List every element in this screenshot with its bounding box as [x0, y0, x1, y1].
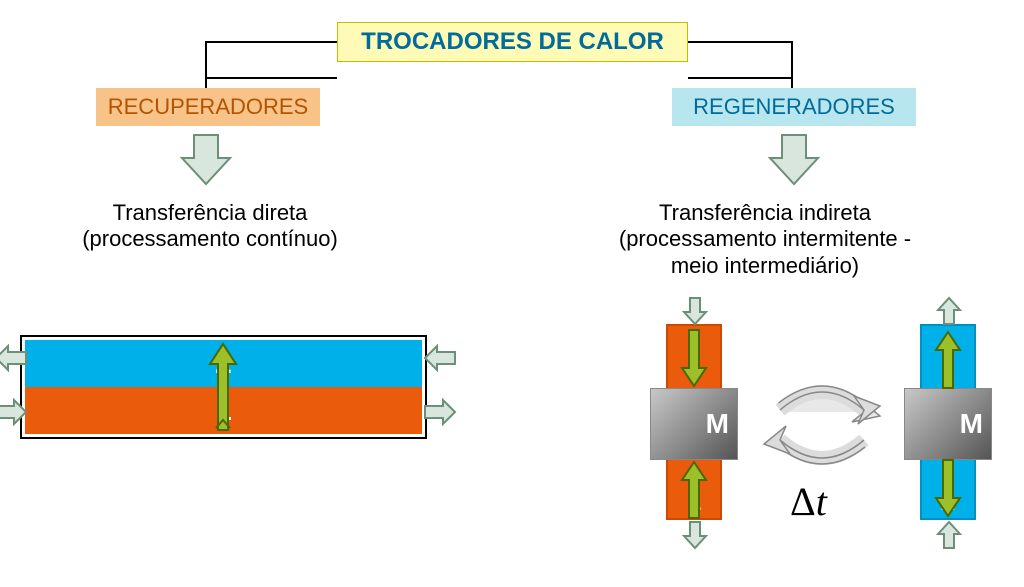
right-desc-l1: Transferência indireta: [545, 200, 985, 226]
delta-t: ΔΔtt: [790, 478, 827, 525]
varrow-c1-bot: [682, 520, 708, 550]
harrow-bot-left: [0, 398, 28, 426]
regeneradores-label: REGENERADORES: [693, 94, 895, 120]
varrow-c1-top: [682, 296, 708, 326]
right-desc: Transferência indireta (processamento in…: [545, 200, 985, 279]
left-desc: Transferência direta (processamento cont…: [40, 200, 380, 253]
m-block-1: M: [650, 388, 738, 460]
right-desc-l3: meio intermediário): [545, 253, 985, 279]
left-desc-l2: (processamento contínuo): [40, 226, 380, 252]
recuperadores-label: RECUPERADORES: [108, 94, 308, 120]
left-desc-l1: Transferência direta: [40, 200, 380, 226]
regeneradores-box: REGENERADORES: [672, 88, 916, 126]
green-arrow-left-diagram: [208, 340, 238, 434]
harrow-bot-right: [423, 398, 457, 426]
green-c1-bot: [680, 458, 708, 520]
green-c2-top: [934, 328, 962, 390]
down-arrow-right: [764, 132, 824, 188]
harrow-top-right: [423, 344, 457, 372]
green-c1-top: [680, 328, 708, 390]
green-c2-bot: [934, 458, 962, 520]
swap-arrows: [758, 370, 888, 480]
m-label-2: M: [960, 408, 983, 440]
down-arrow-left: [176, 132, 236, 188]
m-label-1: M: [706, 408, 729, 440]
m-block-2: M: [904, 388, 992, 460]
recuperadores-box: RECUPERADORES: [96, 88, 320, 126]
varrow-c2-top: [936, 296, 962, 326]
right-desc-l2: (processamento intermitente -: [545, 226, 985, 252]
varrow-c2-bot: [936, 520, 962, 550]
harrow-top-left: [0, 344, 28, 372]
